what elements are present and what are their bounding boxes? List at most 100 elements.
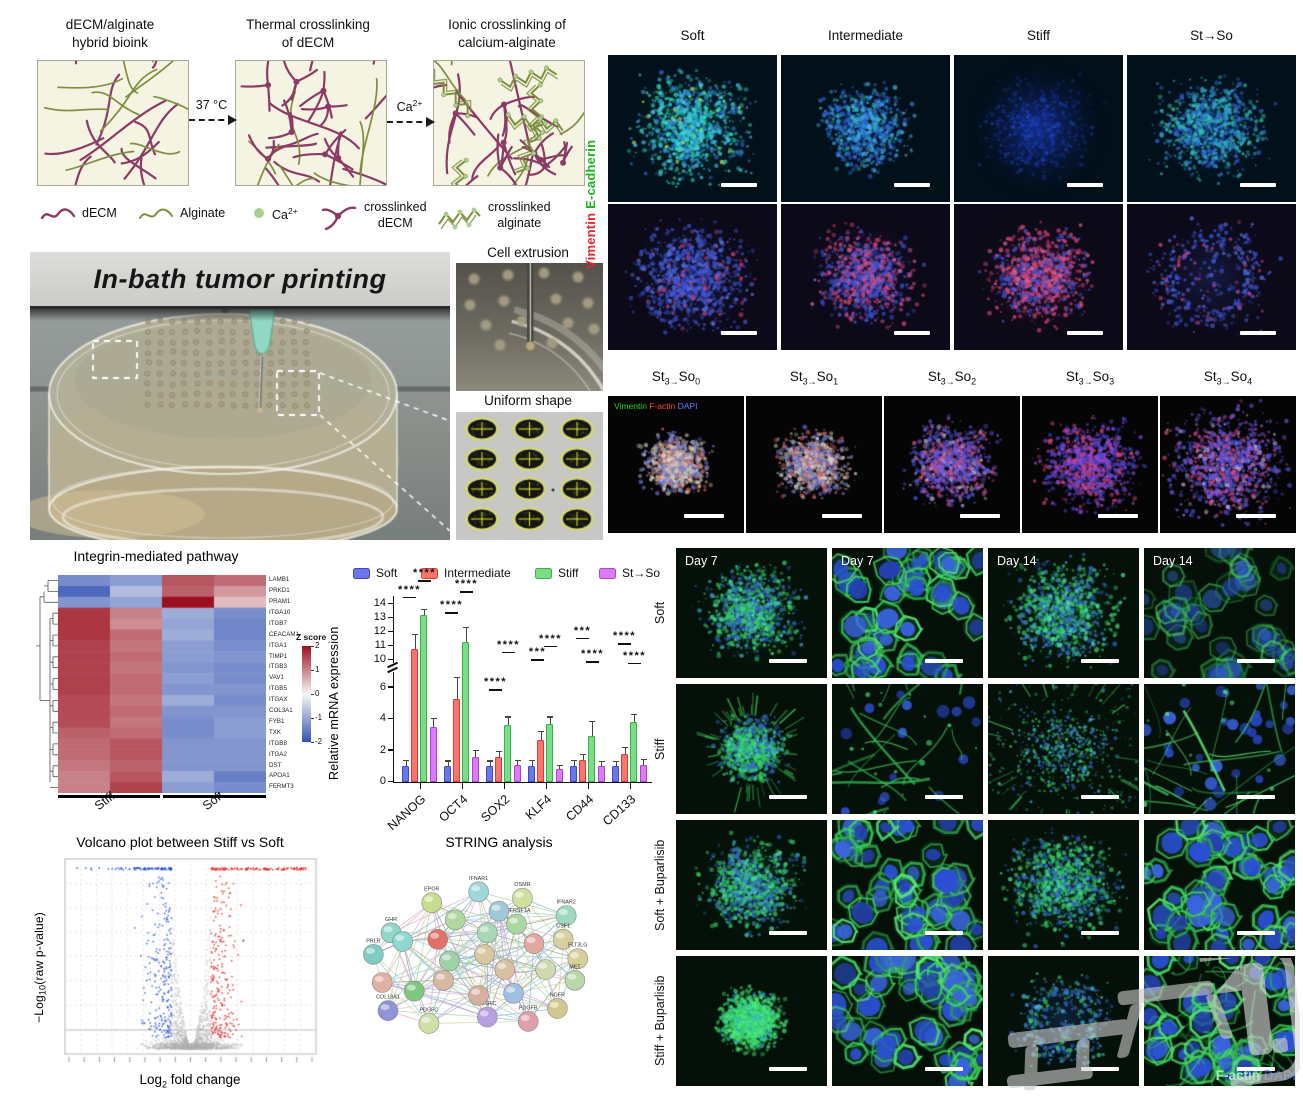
dendrogram xyxy=(36,580,58,788)
legend-swatch xyxy=(599,567,616,579)
bup-row-label: Soft xyxy=(648,548,672,678)
colorbar-tick: -2 xyxy=(315,737,323,746)
x-tick-mark xyxy=(629,783,632,789)
scale-bar xyxy=(894,183,930,187)
y-tick-label: 14 xyxy=(373,597,386,609)
error-bar-cap xyxy=(571,759,577,761)
scale-bar xyxy=(894,331,930,335)
bar xyxy=(471,756,479,782)
gene-label: ITGB3 xyxy=(269,663,287,671)
bar-legend-item: Intermediate xyxy=(421,566,511,580)
bar xyxy=(597,766,605,782)
news1-watermark xyxy=(1006,958,1300,1091)
stso-label: St3→So4 xyxy=(1203,369,1253,387)
colorbar-tick-mark xyxy=(311,670,314,671)
scale-bar xyxy=(822,514,862,518)
significance-mark: **** xyxy=(609,631,641,645)
colorbar-tick: 2 xyxy=(315,641,320,650)
crosslinked-alginate-icon xyxy=(436,200,482,237)
error-bar-cap xyxy=(622,747,629,749)
inset2-title: Uniform shape xyxy=(484,393,572,408)
scale-bar xyxy=(1081,931,1119,935)
bar-legend-item: St→So xyxy=(599,566,660,580)
y-tick-mark xyxy=(388,644,393,646)
y-tick-label: 13 xyxy=(373,611,386,623)
micro-image xyxy=(954,204,1123,350)
legend-label: St→So xyxy=(622,566,661,580)
error-bar-cap xyxy=(598,761,605,763)
micro-image xyxy=(608,204,777,350)
colorbar-tick-mark xyxy=(311,742,314,743)
micro-image xyxy=(1127,55,1296,202)
significance-mark: **** xyxy=(577,649,609,663)
svg-text:PDGFC: PDGFC xyxy=(419,1008,438,1014)
bar xyxy=(495,756,503,782)
gene-label: ITGB5 xyxy=(269,685,287,693)
error-bar-cap xyxy=(445,760,451,762)
gene-label: ITGA1 xyxy=(269,641,287,649)
svg-text:FLT3LG: FLT3LG xyxy=(568,943,587,949)
colorbar-gradient xyxy=(302,646,311,742)
gene-label: FYB1 xyxy=(269,717,285,725)
error-bar xyxy=(517,760,519,765)
error-bar-cap xyxy=(631,714,638,716)
error-bar xyxy=(549,717,552,724)
svg-text:IFNAR1: IFNAR1 xyxy=(469,876,488,882)
day-label: Day 7 xyxy=(841,554,874,568)
significance-mark: **** xyxy=(493,639,525,653)
bioink-schematic-panel xyxy=(37,60,189,186)
scale-bar xyxy=(684,514,724,518)
cell-extrusion-photo xyxy=(456,263,603,391)
bar xyxy=(621,753,629,782)
significance-mark: **** xyxy=(409,568,441,582)
dashed-arrow-icon xyxy=(189,114,237,125)
calcium-label: Ca2+ xyxy=(396,98,423,115)
error-bar-cap xyxy=(505,716,512,718)
schematic-panel2-title: Thermal crosslinking of dECM xyxy=(222,16,394,52)
title-line: Ionic crosslinking of xyxy=(448,17,566,32)
bar xyxy=(453,698,461,782)
bar xyxy=(411,648,419,782)
bar xyxy=(462,641,470,782)
volcano-title: Volcano plot between Stiff vs Soft xyxy=(76,834,284,850)
title-line: Thermal crosslinking xyxy=(246,17,370,32)
day-label: Day 7 xyxy=(685,554,718,568)
error-bar-cap xyxy=(514,759,521,761)
title-line: dECM/alginate xyxy=(65,17,155,32)
error-bar xyxy=(601,762,603,767)
printing-banner: In-bath tumor printing xyxy=(30,252,450,309)
micro-image xyxy=(832,956,983,1086)
error-bar-cap xyxy=(580,754,587,756)
y-tick-mark xyxy=(388,780,393,782)
bar xyxy=(588,736,596,782)
scale-bar xyxy=(1237,659,1275,663)
micro-image xyxy=(676,684,827,814)
gene-label: ITGA2 xyxy=(269,750,287,758)
decm-wave-icon xyxy=(40,206,76,229)
micro-image: Day 14 xyxy=(988,548,1139,678)
bar-y-axis-label: Relative mRNA expression xyxy=(327,626,341,780)
y-tick-mark xyxy=(388,717,393,720)
heatmap-title: Integrin-mediated pathway xyxy=(73,548,239,564)
error-bar-cap xyxy=(430,717,437,720)
svg-text:EPOR: EPOR xyxy=(424,887,439,893)
y-tick-label: 2 xyxy=(379,743,386,756)
legend-swatch xyxy=(421,567,438,579)
micro-image xyxy=(1144,820,1295,950)
title-line: of dECM xyxy=(281,34,335,50)
svg-text:VEGFC: VEGFC xyxy=(478,1001,497,1007)
error-bar xyxy=(475,751,477,757)
legend-label: dECM xyxy=(82,206,117,220)
error-bar xyxy=(405,760,407,767)
emt-header-st→so: St→So xyxy=(1190,28,1233,43)
error-bar xyxy=(414,634,416,649)
error-bar-cap xyxy=(547,716,554,718)
bar xyxy=(546,723,554,782)
micro-image: Vimentin F-actin DAPI xyxy=(608,396,744,533)
micro-image: Day 7 xyxy=(832,548,983,678)
row-label-text: Stiff xyxy=(653,738,667,760)
bar xyxy=(570,766,577,782)
gene-label: TXK xyxy=(269,728,282,736)
y-tick-label: 4 xyxy=(379,712,386,725)
bar xyxy=(429,727,437,782)
